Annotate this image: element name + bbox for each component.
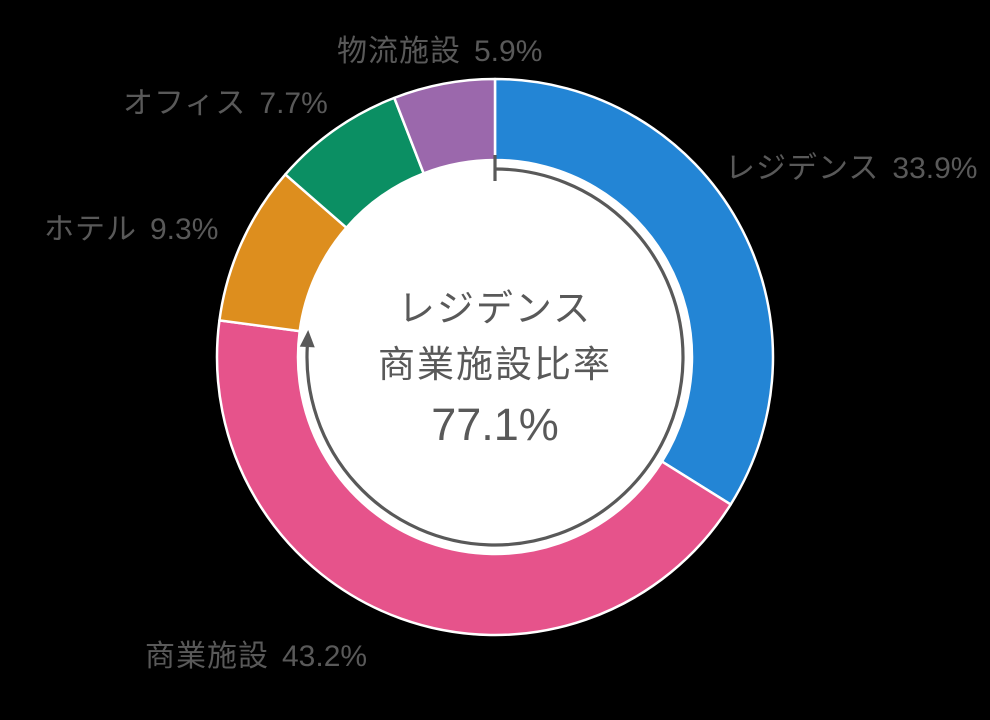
- segment-residence: [493, 77, 775, 506]
- segment-logistics: [393, 77, 497, 175]
- segment-commercial: [215, 319, 732, 637]
- arc-arrowhead-icon: [299, 329, 315, 348]
- label-residence: レジデンス 33.9%: [725, 143, 977, 187]
- center-line2: 商業施設比率: [378, 344, 612, 385]
- label-value: 9.3%: [150, 213, 219, 246]
- label-logistics: 物流施設 5.9%: [337, 26, 542, 70]
- label-text: 物流施設: [337, 35, 461, 68]
- label-commercial: 商業施設 43.2%: [145, 631, 367, 675]
- label-value: 5.9%: [474, 35, 543, 68]
- center-annotation: レジデンス 商業施設比率 77.1%: [295, 281, 695, 448]
- label-text: オフィス: [123, 87, 247, 120]
- percent-arc: [305, 167, 685, 547]
- label-value: 7.7%: [259, 87, 328, 120]
- label-value: 33.9%: [892, 152, 978, 185]
- label-value: 43.2%: [282, 640, 368, 673]
- label-office: オフィス 7.7%: [123, 78, 328, 122]
- label-text: レジデンス: [725, 152, 880, 185]
- center-value: 77.1%: [431, 399, 559, 450]
- donut-hole: [298, 160, 692, 554]
- center-line1: レジデンス: [397, 288, 593, 329]
- label-text: ホテル: [44, 213, 137, 246]
- label-hotel: ホテル 9.3%: [44, 204, 218, 248]
- label-text: 商業施設: [145, 640, 269, 673]
